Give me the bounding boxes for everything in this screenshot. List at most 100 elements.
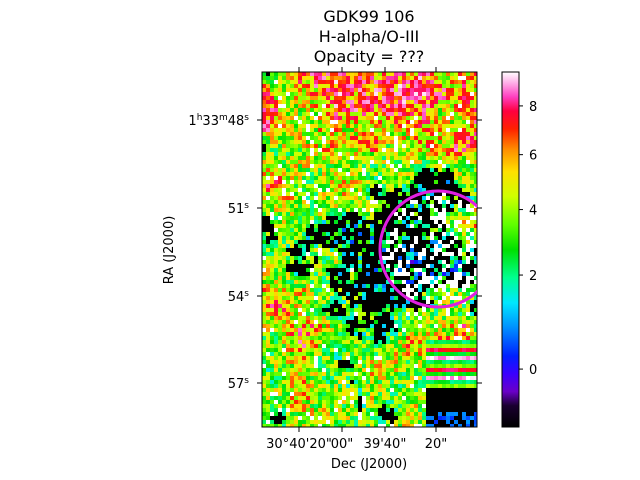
heatmap-pixels bbox=[390, 96, 394, 100]
heatmap-pixels bbox=[434, 420, 438, 424]
heatmap-pixels bbox=[474, 424, 477, 427]
heatmap-pixels bbox=[454, 144, 458, 148]
heatmap-pixels bbox=[362, 292, 366, 296]
heatmap-pixels bbox=[418, 88, 422, 92]
heatmap-pixels bbox=[394, 76, 398, 80]
heatmap-pixels bbox=[450, 256, 454, 260]
heatmap-pixels bbox=[334, 80, 426, 96]
heatmap-pixels bbox=[386, 112, 390, 116]
heatmap-pixels bbox=[262, 124, 266, 128]
heatmap-pixels bbox=[326, 280, 330, 284]
heatmap-pixels bbox=[450, 288, 454, 292]
heatmap-pixels bbox=[310, 408, 314, 412]
heatmap-pixels bbox=[406, 280, 410, 284]
heatmap-pixels bbox=[374, 284, 378, 288]
heatmap-pixels bbox=[470, 76, 474, 80]
heatmap-pixels bbox=[406, 224, 410, 228]
heatmap-pixels bbox=[354, 360, 358, 364]
heatmap-pixels bbox=[394, 352, 398, 356]
y-tick-label: 51s bbox=[228, 201, 250, 217]
heatmap-pixels bbox=[334, 88, 338, 92]
heatmap-pixels bbox=[294, 396, 298, 400]
heatmap-pixels bbox=[402, 116, 406, 120]
heatmap-pixels bbox=[406, 216, 410, 220]
heatmap-pixels bbox=[382, 332, 386, 336]
heatmap-pixels bbox=[470, 72, 474, 76]
heatmap-pixels bbox=[274, 168, 286, 172]
heatmap-pixels bbox=[342, 252, 346, 256]
heatmap-pixels bbox=[390, 124, 394, 128]
annotation-circle bbox=[378, 189, 477, 309]
heatmap-pixels bbox=[294, 412, 298, 416]
y-tick-label: 1h33m48s bbox=[188, 113, 249, 129]
heatmap-pixels bbox=[474, 348, 477, 352]
heatmap-pixels bbox=[422, 112, 426, 116]
x-tick-label: 00" bbox=[331, 437, 354, 452]
heatmap-pixels bbox=[418, 288, 422, 292]
heatmap-pixels bbox=[330, 352, 334, 356]
heatmap-pixels bbox=[282, 308, 286, 312]
heatmap-pixels bbox=[298, 332, 302, 336]
heatmap-pixels bbox=[394, 372, 398, 376]
heatmap-pixels bbox=[454, 368, 458, 372]
heatmap-pixels bbox=[470, 348, 474, 352]
heatmap-pixels bbox=[402, 108, 406, 112]
heatmap-pixels bbox=[374, 88, 378, 92]
heatmap-pixels bbox=[326, 88, 330, 92]
heatmap-pixels bbox=[334, 112, 338, 116]
heatmap-pixels bbox=[314, 404, 318, 408]
heatmap-pixels bbox=[398, 240, 402, 244]
heatmap-pixels bbox=[286, 400, 290, 404]
heatmap-pixels bbox=[418, 84, 422, 88]
heatmap-pixels bbox=[278, 144, 282, 148]
heatmap-pixels bbox=[390, 104, 426, 124]
heatmap-pixels bbox=[438, 96, 442, 100]
heatmap-pixels bbox=[318, 72, 322, 76]
heatmap-pixels bbox=[262, 108, 266, 112]
heatmap-pixels bbox=[274, 268, 278, 272]
heatmap-pixels bbox=[382, 288, 386, 292]
heatmap-pixels bbox=[402, 88, 406, 92]
heatmap-pixels bbox=[434, 240, 438, 244]
heatmap-pixels bbox=[334, 240, 338, 244]
heatmap-pixels bbox=[450, 268, 454, 272]
heatmap-pixels bbox=[418, 72, 422, 76]
heatmap-pixels bbox=[470, 136, 474, 140]
heatmap-pixels bbox=[330, 180, 350, 188]
heatmap-pixels bbox=[274, 180, 278, 184]
heatmap-pixels bbox=[394, 120, 398, 124]
heatmap-pixels bbox=[322, 220, 326, 224]
heatmap-pixels bbox=[338, 264, 342, 268]
heatmap-pixels bbox=[334, 332, 338, 336]
heatmap-pixels bbox=[426, 376, 430, 380]
heatmap-pixels bbox=[402, 220, 406, 224]
x-tick-label: 20" bbox=[425, 437, 448, 452]
heatmap-pixels bbox=[270, 116, 274, 120]
heatmap-pixels bbox=[430, 192, 434, 196]
heatmap-pixels bbox=[474, 120, 477, 124]
heatmap-pixels bbox=[262, 96, 266, 100]
heatmap-pixels bbox=[374, 204, 378, 208]
heatmap-pixels bbox=[454, 328, 458, 332]
heatmap-pixels bbox=[434, 356, 438, 360]
heatmap-pixels bbox=[442, 272, 446, 276]
heatmap-pixels bbox=[358, 388, 362, 392]
heatmap-pixels bbox=[334, 356, 338, 360]
heatmap-pixels bbox=[430, 248, 434, 252]
colorbar-tick-label: 2 bbox=[529, 269, 537, 284]
heatmap-pixels bbox=[418, 76, 422, 80]
heatmap-pixels bbox=[382, 80, 386, 84]
heatmap-pixels bbox=[406, 88, 410, 92]
heatmap-pixels bbox=[446, 420, 450, 424]
heatmap-pixels bbox=[274, 108, 278, 112]
heatmap-pixels bbox=[402, 304, 406, 308]
heatmap-pixels bbox=[262, 92, 266, 96]
heatmap-pixels bbox=[314, 76, 318, 80]
heatmap-pixels bbox=[454, 380, 458, 384]
heatmap-pixels bbox=[410, 96, 414, 100]
heatmap-pixels bbox=[318, 124, 322, 128]
heatmap-pixels bbox=[314, 72, 318, 76]
heatmap-pixels bbox=[358, 72, 362, 76]
heatmap-pixels bbox=[370, 224, 374, 228]
heatmap-pixels bbox=[430, 264, 434, 268]
